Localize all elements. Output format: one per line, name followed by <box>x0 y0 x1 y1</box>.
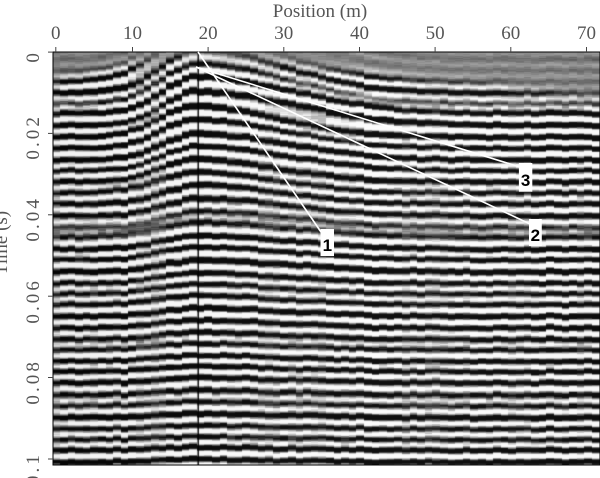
svg-text:1: 1 <box>323 236 332 255</box>
svg-text:0.06: 0.06 <box>23 278 44 324</box>
svg-text:20: 20 <box>199 23 218 44</box>
svg-text:0.04: 0.04 <box>23 196 44 242</box>
svg-text:50: 50 <box>426 23 445 44</box>
svg-text:60: 60 <box>501 23 520 44</box>
svg-text:30: 30 <box>274 23 293 44</box>
svg-text:0.02: 0.02 <box>23 114 44 160</box>
svg-text:10: 10 <box>123 23 142 44</box>
svg-text:70: 70 <box>577 23 596 44</box>
svg-text:Time (s): Time (s) <box>0 211 12 275</box>
svg-text:3: 3 <box>521 171 530 190</box>
svg-text:2: 2 <box>531 226 540 245</box>
svg-text:Position (m): Position (m) <box>273 1 367 22</box>
svg-text:0: 0 <box>23 50 44 63</box>
svg-text:0: 0 <box>51 23 61 44</box>
svg-text:0.1: 0.1 <box>23 452 44 478</box>
svg-text:0.08: 0.08 <box>23 359 44 405</box>
svg-text:40: 40 <box>350 23 369 44</box>
